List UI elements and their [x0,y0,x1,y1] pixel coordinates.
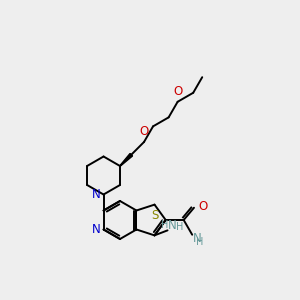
Text: N: N [92,223,100,236]
Text: O: O [198,200,207,213]
Polygon shape [120,153,133,166]
Text: H: H [176,222,183,233]
Text: H: H [196,237,203,247]
Text: N: N [193,232,202,245]
Text: O: O [173,85,182,98]
Text: H: H [161,220,168,230]
Text: S: S [151,208,158,222]
Text: N: N [92,188,100,201]
Text: N: N [168,219,177,232]
Text: O: O [140,125,149,138]
